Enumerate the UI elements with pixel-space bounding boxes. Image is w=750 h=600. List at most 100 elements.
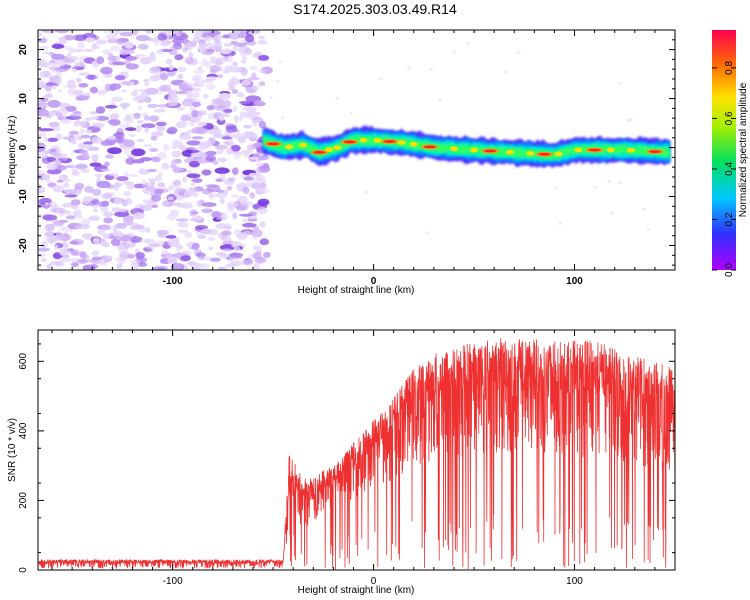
noise-speckle: [182, 46, 189, 53]
noise-speckle: [255, 163, 264, 167]
signal-track-layer: [263, 125, 670, 169]
noise-speckle: [92, 188, 102, 197]
noise-speckle: [228, 32, 241, 40]
signal-peak: [313, 151, 326, 154]
noise-speckle: [101, 226, 112, 231]
noise-speckle: [214, 167, 230, 174]
noise-speckle: [49, 261, 61, 266]
noise-speckle: [174, 30, 180, 34]
noise-speckle: [259, 188, 270, 194]
noise-speckle: [239, 30, 246, 38]
noise-speckle: [125, 127, 137, 131]
noise-speckle: [466, 42, 470, 45]
noise-speckle: [141, 123, 156, 129]
spectrogram-xtick-label: 100: [566, 276, 583, 287]
noise-speckle: [242, 186, 250, 195]
noise-speckle: [80, 134, 91, 139]
noise-speckle: [189, 209, 198, 217]
noise-speckle: [94, 115, 110, 121]
noise-speckle: [151, 194, 162, 202]
noise-speckle: [193, 30, 204, 38]
signal-hotspot: [574, 147, 583, 153]
noise-speckle: [202, 94, 209, 99]
noise-speckle: [61, 103, 65, 112]
noise-speckle: [228, 86, 235, 91]
noise-speckle: [269, 96, 274, 99]
noise-speckle: [221, 113, 230, 118]
noise-speckle: [237, 92, 245, 98]
noise-speckle: [72, 211, 80, 217]
noise-speckle: [204, 184, 219, 188]
noise-speckle: [52, 220, 64, 227]
noise-speckle: [66, 52, 72, 57]
noise-speckle: [150, 135, 158, 141]
noise-speckle: [221, 230, 232, 236]
noise-speckle: [91, 250, 100, 256]
noise-speckle: [53, 203, 60, 209]
noise-speckle: [57, 59, 66, 67]
noise-speckle: [133, 113, 141, 120]
noise-speckle: [62, 58, 75, 64]
noise-speckle: [44, 231, 55, 238]
spectrogram-xtick-label: -100: [163, 276, 183, 287]
noise-speckle: [238, 100, 251, 105]
noise-speckle: [378, 77, 383, 81]
noise-speckle: [44, 84, 52, 92]
noise-speckle: [205, 150, 217, 156]
noise-speckle: [167, 196, 174, 201]
noise-speckle: [206, 105, 215, 111]
signal-peak: [423, 145, 436, 149]
noise-speckle: [208, 246, 214, 251]
noise-speckle: [150, 66, 161, 72]
noise-speckle: [119, 51, 129, 56]
noise-speckle: [141, 179, 147, 187]
noise-speckle: [237, 151, 243, 156]
noise-speckle: [103, 217, 114, 224]
noise-speckle: [104, 104, 118, 109]
noise-speckle: [167, 126, 178, 135]
noise-speckle: [251, 116, 264, 123]
signal-hotspot: [299, 142, 308, 148]
signal-peak: [538, 152, 551, 156]
noise-speckle: [127, 253, 135, 259]
noise-speckle: [62, 136, 72, 140]
noise-speckle: [113, 197, 123, 205]
noise-speckle: [237, 195, 248, 204]
noise-speckle: [70, 112, 82, 117]
noise-speckle: [134, 95, 147, 100]
noise-speckle: [192, 101, 202, 107]
noise-speckle: [135, 53, 146, 57]
noise-speckle: [222, 99, 232, 108]
noise-speckle: [201, 169, 212, 176]
noise-speckle: [77, 136, 83, 141]
noise-speckle: [263, 251, 271, 258]
signal-hotspot: [526, 151, 535, 156]
noise-speckle: [161, 162, 170, 170]
noise-speckle: [82, 197, 91, 205]
noise-speckle: [59, 118, 72, 124]
noise-speckle: [233, 246, 241, 252]
noise-speckle: [38, 38, 48, 43]
noise-speckle: [63, 182, 70, 188]
noise-speckle: [223, 42, 233, 47]
noise-speckle: [71, 168, 79, 175]
noise-speckle: [144, 81, 150, 87]
noise-speckle: [161, 200, 171, 207]
noise-speckle: [156, 229, 170, 235]
noise-speckle: [243, 131, 252, 139]
noise-speckle: [111, 96, 123, 102]
noise-speckle: [195, 215, 202, 221]
noise-speckle: [191, 126, 205, 134]
noise-speckle: [38, 109, 50, 117]
noise-speckle: [503, 70, 508, 74]
noise-speckle: [220, 248, 233, 252]
spectrogram-ytick-label: 0: [18, 144, 29, 150]
noise-speckle: [129, 259, 141, 265]
noise-speckle: [167, 258, 173, 264]
noise-speckle: [89, 111, 99, 115]
noise-speckle: [73, 120, 83, 125]
noise-speckle: [183, 190, 196, 197]
noise-speckle: [52, 185, 65, 193]
noise-speckle: [558, 221, 563, 225]
noise-speckle: [226, 147, 233, 155]
